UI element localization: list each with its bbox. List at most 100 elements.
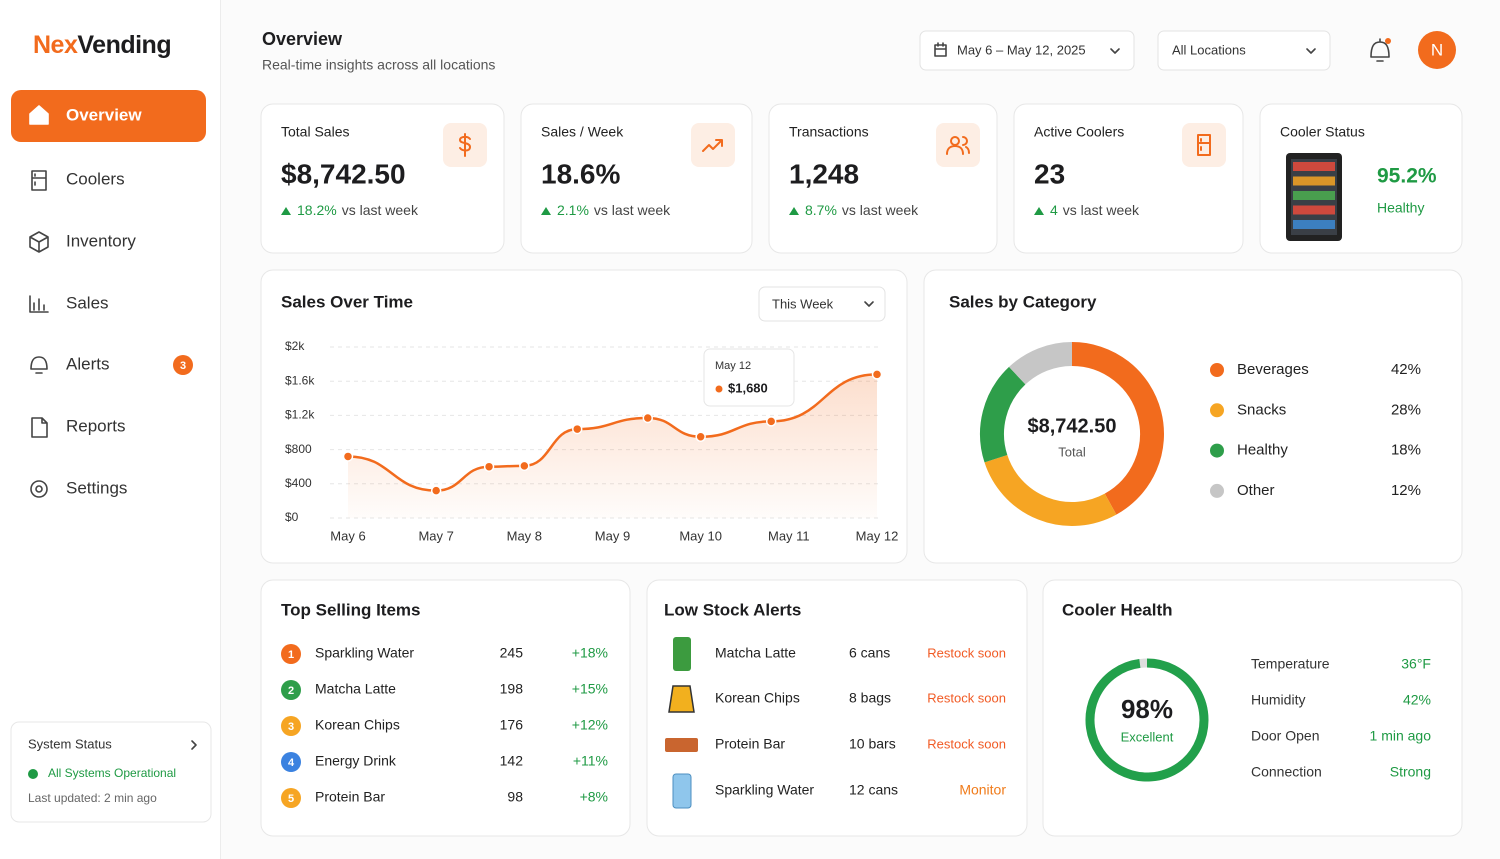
item-name: Protein Bar xyxy=(315,789,385,805)
nav-item[interactable]: Inventory xyxy=(29,231,136,253)
item-quantity: 176 xyxy=(500,717,524,733)
y-tick-label: $1.6k xyxy=(285,373,315,387)
dropdown-box xyxy=(919,30,1135,71)
system-status-title: System Status xyxy=(28,736,112,751)
donut-segment xyxy=(980,366,1026,463)
stock-status: Restock soon xyxy=(927,736,1006,751)
data-point xyxy=(871,369,883,380)
x-tick-label: May 8 xyxy=(507,528,542,543)
data-point xyxy=(765,416,777,427)
kpi-delta-note: vs last week xyxy=(1063,202,1140,218)
legend-value: 42% xyxy=(1391,361,1421,378)
nav-item[interactable]: Overview xyxy=(11,90,206,142)
bell-icon xyxy=(1370,38,1390,62)
cooler-image-shelf xyxy=(1293,162,1335,171)
stock-status: Restock soon xyxy=(927,690,1006,705)
system-status-text: All Systems Operational xyxy=(48,766,176,780)
cooler-image-shelf xyxy=(1293,176,1335,186)
nav-label: Sales xyxy=(66,293,109,312)
trend-up-arrow xyxy=(541,207,551,215)
kpi-icon xyxy=(1197,134,1211,156)
kpi-title: Total Sales xyxy=(281,124,349,140)
kpi-value: 1,248 xyxy=(789,158,859,189)
item-name: Matcha Latte xyxy=(715,645,796,661)
trend-up-arrow xyxy=(1034,207,1044,215)
product-icon xyxy=(672,773,692,809)
notifications-button[interactable] xyxy=(1370,38,1391,62)
system-status[interactable]: System Status All Systems Operational Last… xyxy=(10,721,212,823)
calendar-icon xyxy=(934,42,947,57)
chart-filter[interactable]: This Week xyxy=(758,286,886,322)
nav-active-bg xyxy=(11,90,206,142)
cooler-status-label: Healthy xyxy=(1377,200,1424,216)
nav-item[interactable]: Sales xyxy=(29,293,109,313)
legend-value: 12% xyxy=(1391,482,1421,499)
gauge-value: 98% xyxy=(1121,694,1173,724)
stat-value: Strong xyxy=(1390,764,1431,780)
tooltip: May 12 $1,680 xyxy=(703,348,795,407)
location: All Locations xyxy=(1172,42,1246,57)
date-range-picker[interactable]: May 6 – May 12, 2025 xyxy=(919,30,1135,71)
nav-label: Inventory xyxy=(66,231,136,250)
stat-label: Connection xyxy=(1251,764,1322,780)
trend-up-arrow xyxy=(281,207,291,215)
x-tick-label: May 11 xyxy=(768,528,810,543)
avatar-circle xyxy=(1418,31,1456,69)
cooler-status-title: Cooler Status xyxy=(1280,124,1365,140)
kpi-icon xyxy=(702,139,723,152)
kpi-delta: 2.1% vs last week xyxy=(557,202,671,218)
trend-up-arrow xyxy=(789,207,799,215)
nav-icon xyxy=(31,417,48,438)
card-title: Cooler Health xyxy=(1062,600,1173,619)
nav-label: Reports xyxy=(66,416,126,435)
kpi-icon xyxy=(459,133,471,157)
legend-label: Healthy xyxy=(1237,442,1288,459)
data-point xyxy=(342,451,354,462)
donut-segment xyxy=(984,454,1117,526)
nav-item[interactable]: Coolers xyxy=(31,169,125,191)
nav-item[interactable]: Reports xyxy=(31,416,126,438)
chart-filter-label: This Week xyxy=(772,296,834,311)
item-name: Sparkling Water xyxy=(715,782,814,798)
y-tick-label: $1.2k xyxy=(285,408,315,422)
stat-label: Humidity xyxy=(1251,692,1305,708)
nav-icon xyxy=(30,480,48,498)
nav-label: Alerts xyxy=(66,354,109,373)
location-picker[interactable]: All Locations xyxy=(1157,30,1331,71)
dropdown-box xyxy=(1157,30,1331,71)
nav-icon xyxy=(29,105,49,125)
nav-item[interactable]: Alerts xyxy=(30,354,109,374)
item-name: Korean Chips xyxy=(715,690,800,706)
page-subtitle: Real-time insights across all locations xyxy=(262,57,495,73)
rank: 2 xyxy=(288,685,294,697)
data-point xyxy=(695,431,706,443)
kpi-icon-bg xyxy=(691,123,735,167)
cooler-image-shelf xyxy=(1293,220,1335,229)
data-point xyxy=(483,461,495,472)
data-point xyxy=(571,423,583,435)
kpi-delta-value: 8.7% xyxy=(805,202,837,218)
nav-icon xyxy=(29,231,49,253)
stock-status: Restock soon xyxy=(927,645,1006,660)
legend-label: Beverages xyxy=(1237,361,1309,378)
logo-suffix: Vending xyxy=(77,31,171,59)
kpi-value: 18.6% xyxy=(541,158,620,189)
avatar[interactable]: N xyxy=(1418,31,1456,69)
kpi-icon xyxy=(946,136,970,155)
chart-title: Sales by Category xyxy=(949,292,1097,311)
stock-quantity: 10 bars xyxy=(849,736,896,752)
top-selling-card xyxy=(260,579,631,837)
donut-segment xyxy=(1009,342,1073,385)
nav-icon xyxy=(31,170,47,191)
card-title: Low Stock Alerts xyxy=(664,600,801,619)
kpi-icon-bg xyxy=(1182,123,1226,167)
logo-prefix: Nex xyxy=(33,31,78,59)
data-point xyxy=(519,460,530,472)
y-tick-label: $400 xyxy=(285,476,312,490)
y-tick-label: $800 xyxy=(285,442,312,456)
nav-item[interactable]: Settings xyxy=(30,478,127,498)
x-tick-label: May 6 xyxy=(330,528,365,543)
item-quantity: 245 xyxy=(500,645,524,661)
area-fill xyxy=(348,374,877,518)
